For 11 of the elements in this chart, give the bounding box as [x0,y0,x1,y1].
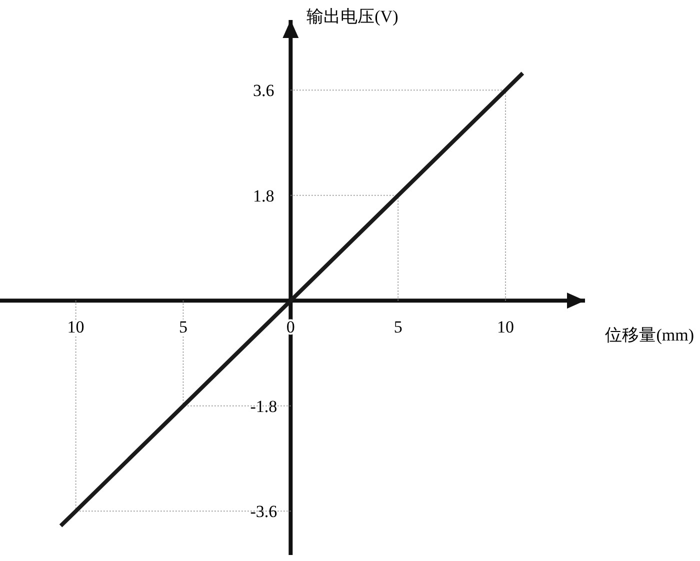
x-tick-label: 5 [178,318,188,337]
y-tick-label: -3.6 [250,502,278,522]
x-tick-label: 10 [67,318,84,337]
y-tick-label: 1.8 [253,186,274,206]
x-tick-label: 10 [497,318,514,337]
x-axis-title: 位移量(mm) [605,326,694,345]
y-tick-label: -1.8 [250,396,278,416]
x-tick-label: 0 [286,318,295,337]
y-tick-label: 3.6 [253,81,274,100]
x-tick-label: 5 [394,318,402,337]
y-axis-title: 输出电压(V) [306,7,398,26]
